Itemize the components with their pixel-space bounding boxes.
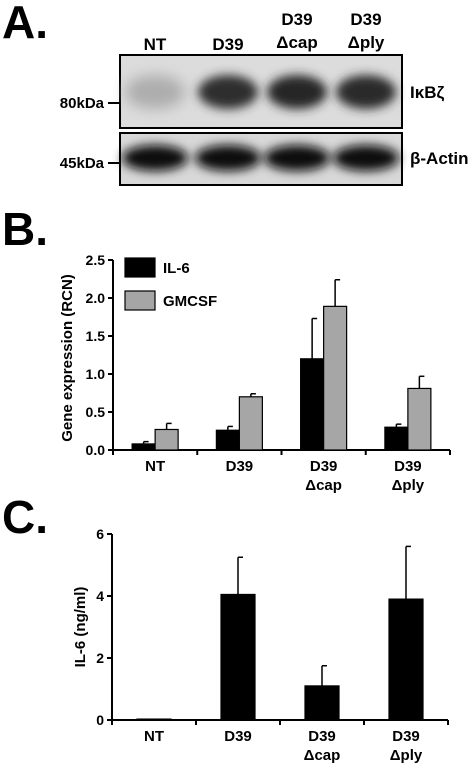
category-label-line2: Δply — [390, 747, 423, 764]
blot-top — [119, 54, 403, 129]
category-label-line2: Δcap — [305, 477, 342, 494]
legend-label: IL-6 — [163, 260, 190, 277]
category-label: D39 — [392, 728, 420, 745]
marker-45-label: 45kDa — [60, 155, 105, 172]
blot-bottom-name: β-Actin — [410, 149, 469, 168]
chart-c-ylabel: IL-6 (ng/ml) — [72, 587, 89, 668]
panel-letter-a: A. — [2, 0, 48, 48]
legend-swatch — [124, 290, 156, 311]
category-label: NT — [144, 728, 164, 745]
y-tick-label: 0.5 — [86, 404, 106, 420]
bar — [154, 428, 179, 451]
bar — [238, 396, 263, 451]
lane-labels: NT D39 D39 Δcap D39 Δply — [144, 10, 385, 54]
y-tick-label: 1.0 — [86, 366, 106, 382]
bar — [323, 305, 348, 451]
bar — [407, 387, 432, 451]
y-tick-label: 2 — [96, 650, 104, 666]
y-tick-label: 0 — [96, 712, 104, 728]
lane-label-3-line2: Δcap — [276, 33, 318, 52]
y-tick-label: 0.0 — [86, 442, 106, 458]
bar — [300, 358, 325, 451]
chart-c: 0 2 4 6 NT D39 D39 Δcap D39 Δply — [96, 526, 449, 764]
category-label: D39 — [394, 458, 422, 475]
y-tick-label: 4 — [96, 588, 104, 604]
bar — [304, 685, 340, 721]
ikbz-band-1 — [125, 75, 185, 109]
actin-band-1 — [122, 145, 188, 171]
ikbz-band-4 — [336, 75, 396, 109]
lane-label-1-line2: NT — [144, 35, 167, 54]
category-label: NT — [145, 458, 165, 475]
chart-b-ylabel: Gene expression (RCN) — [59, 274, 76, 442]
category-label-line2: Δcap — [304, 747, 341, 764]
actin-band-3 — [264, 145, 330, 171]
ikbz-band-2 — [198, 75, 258, 109]
blot-bottom-bands — [122, 145, 399, 171]
bar — [215, 429, 240, 451]
lane-label-3-line1: D39 — [281, 10, 312, 29]
y-tick-label: 6 — [96, 526, 104, 542]
blot-bottom — [119, 132, 403, 186]
marker-80-label: 80kDa — [60, 95, 105, 112]
category-label: D39 — [226, 458, 254, 475]
legend-label: GMCSF — [163, 293, 217, 310]
category-label-line2: Δply — [392, 477, 425, 494]
legend-swatch — [124, 257, 156, 278]
panel-letter-b: B. — [2, 203, 48, 255]
lane-label-4-line2: Δply — [348, 33, 385, 52]
y-tick-label: 2.5 — [86, 252, 106, 268]
bar — [136, 718, 172, 721]
lane-label-4-line1: D39 — [350, 10, 381, 29]
bar — [384, 426, 409, 451]
blot-top-name: IκBζ — [410, 83, 444, 102]
bar — [131, 443, 156, 451]
y-tick-label: 1.5 — [86, 328, 106, 344]
y-tick-label: 2.0 — [86, 290, 106, 306]
actin-band-2 — [195, 145, 261, 171]
category-label: D39 — [310, 458, 338, 475]
category-label: D39 — [308, 728, 336, 745]
actin-band-4 — [333, 145, 399, 171]
blot-top-bands — [125, 75, 396, 109]
bar — [220, 593, 256, 721]
bar — [388, 598, 424, 721]
ikbz-band-3 — [267, 75, 327, 109]
chart-b: 0.0 0.5 1.0 1.5 2.0 2.5 NT D39 D39 Δcap D39 Δply IL-… — [86, 252, 451, 494]
panel-letter-c: C. — [2, 491, 48, 543]
category-label: D39 — [224, 728, 252, 745]
lane-label-2-line2: D39 — [212, 35, 243, 54]
